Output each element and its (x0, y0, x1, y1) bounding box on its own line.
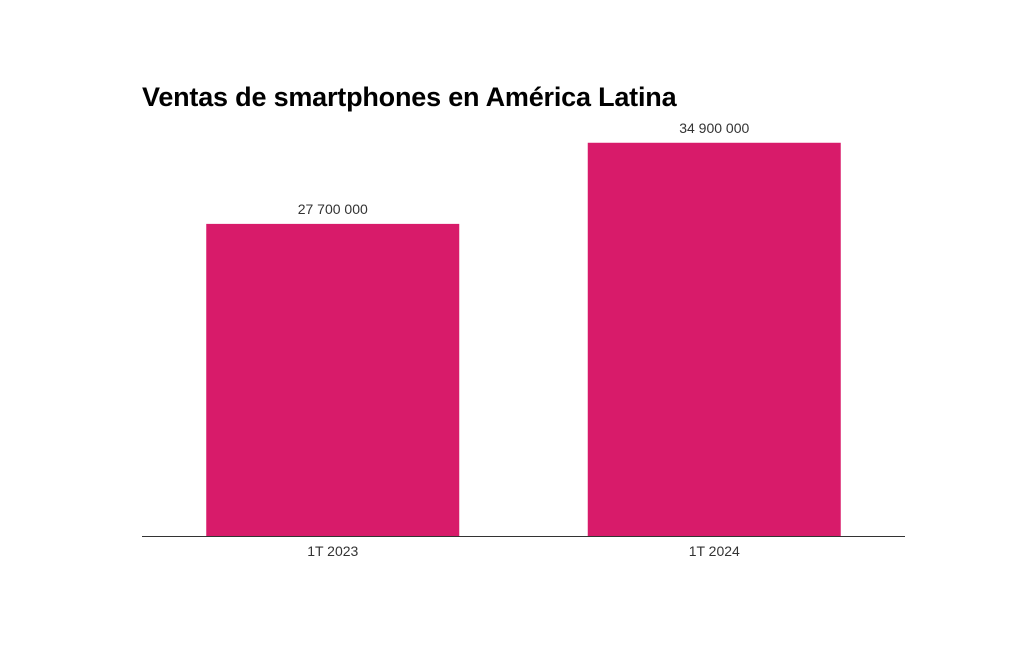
data-labels-layer: 27 700 000 34 900 000 (298, 120, 750, 217)
x-tick-label-2: 1T 2024 (689, 543, 740, 559)
data-label-2: 34 900 000 (679, 120, 749, 136)
x-tick-labels-layer: 1T 2023 1T 2024 (307, 543, 740, 559)
data-label-1: 27 700 000 (298, 201, 368, 217)
chart-title: Ventas de smartphones en América Latina (142, 82, 677, 112)
bar-1 (206, 223, 460, 536)
bars-layer (206, 142, 841, 536)
x-tick-label-1: 1T 2023 (307, 543, 358, 559)
bar-2 (587, 142, 841, 536)
